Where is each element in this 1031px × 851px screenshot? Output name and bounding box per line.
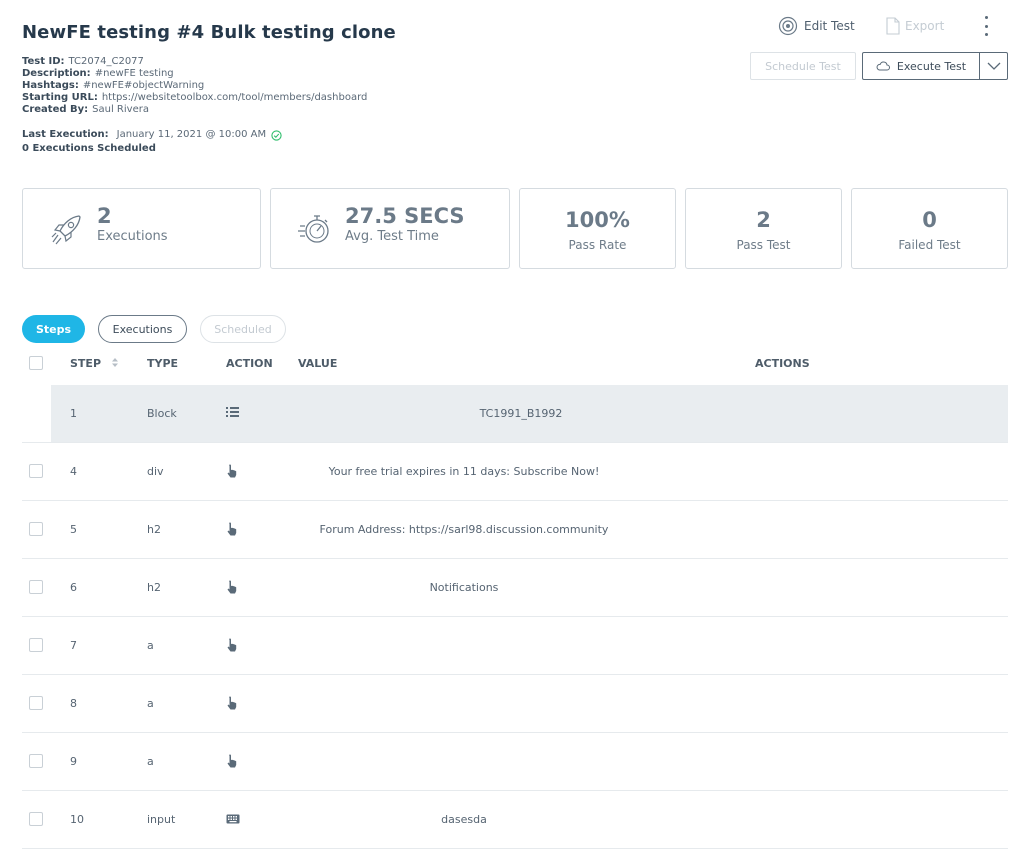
step-type: h2: [147, 523, 161, 536]
step-type: div: [147, 465, 164, 478]
executions-label: Executions: [97, 229, 168, 244]
step-number: 6: [70, 581, 77, 594]
stat-card-failed-test: 0 Failed Test: [851, 188, 1008, 269]
execute-test-button[interactable]: Execute Test: [862, 52, 980, 80]
stat-card-pass-test: 2 Pass Test: [685, 188, 842, 269]
table-row[interactable]: 10 input dasesda: [22, 791, 1008, 849]
table-row[interactable]: 4 div Your free trial expires in 11 days…: [22, 443, 1008, 501]
step-type: a: [147, 755, 154, 768]
cloud-icon: [876, 61, 890, 71]
step-type: input: [147, 813, 176, 826]
step-number: 1: [70, 407, 77, 420]
step-type: Block: [147, 407, 177, 420]
execute-test-label: Execute Test: [896, 59, 967, 73]
row-checkbox[interactable]: [29, 580, 43, 594]
table-row[interactable]: 9 a: [22, 733, 1008, 791]
row-checkbox[interactable]: [29, 464, 43, 478]
pointer-hand-icon: [227, 464, 237, 478]
row-checkbox[interactable]: [29, 754, 43, 768]
failed-test-value: 0: [922, 207, 937, 232]
pointer-hand-icon: [227, 696, 237, 710]
header-actions: ACTIONS: [755, 357, 810, 370]
meta-starting-url: Starting URL: https://websitetoolbox.com/…: [22, 92, 368, 103]
pass-test-value: 2: [756, 207, 771, 232]
keyboard-icon: [226, 814, 240, 824]
pointer-hand-icon: [227, 754, 237, 768]
row-checkbox[interactable]: [29, 522, 43, 536]
tab-scheduled[interactable]: Scheduled: [200, 315, 286, 343]
table-row[interactable]: 1 Block TC1991_B1992: [22, 385, 1008, 443]
step-number: 8: [70, 697, 77, 710]
step-number: 5: [70, 523, 77, 536]
export-label: Export: [905, 19, 945, 33]
select-all-checkbox[interactable]: [29, 356, 43, 370]
step-number: 7: [70, 639, 77, 652]
step-number: 4: [70, 465, 77, 478]
step-value: dasesda: [441, 813, 487, 826]
step-type: a: [147, 697, 154, 710]
stat-card-pass-rate: 100% Pass Rate: [519, 188, 676, 269]
meta-description: Description: #newFE testing: [22, 68, 174, 79]
step-value: Notifications: [429, 581, 499, 594]
table-row[interactable]: 8 a: [22, 675, 1008, 733]
chevron-down-icon: [987, 62, 1000, 70]
step-number: 10: [70, 813, 84, 826]
execute-options-dropdown[interactable]: [979, 52, 1008, 80]
executions-scheduled: 0 Executions Scheduled: [22, 143, 156, 154]
table-row[interactable]: 6 h2 Notifications: [22, 559, 1008, 617]
edit-test-button[interactable]: Edit Test: [778, 15, 855, 37]
rocket-icon: [51, 215, 81, 245]
header-type: TYPE: [147, 357, 179, 370]
stat-card-avg-time: 27.5 SECS Avg. Test Time: [270, 188, 510, 269]
step-value: Your free trial expires in 11 days: Subs…: [328, 465, 600, 478]
more-options-icon[interactable]: [978, 13, 994, 39]
meta-test-id: Test ID: TC2074_C2077: [22, 56, 144, 67]
avg-time-value: 27.5 SECS: [345, 204, 465, 228]
pointer-hand-icon: [227, 522, 237, 536]
avg-time-label: Avg. Test Time: [345, 229, 439, 244]
meta-hashtags: Hashtags: #newFE#objectWarning: [22, 80, 205, 91]
pass-test-label: Pass Test: [736, 237, 791, 252]
meta-created-by: Created By: Saul Rivera: [22, 104, 149, 115]
pointer-hand-icon: [227, 580, 237, 594]
executions-value: 2: [97, 204, 112, 228]
stat-card-executions: 2 Executions: [22, 188, 261, 269]
pass-rate-value: 100%: [565, 207, 630, 232]
table-row[interactable]: 5 h2 Forum Address: https://sarl98.discu…: [22, 501, 1008, 559]
tab-executions[interactable]: Executions: [98, 315, 187, 343]
step-value: TC1991_B1992: [479, 407, 563, 420]
step-type: h2: [147, 581, 161, 594]
pointer-hand-icon: [227, 638, 237, 652]
export-button[interactable]: Export: [886, 15, 944, 37]
page-title: NewFE testing #4 Bulk testing clone: [22, 22, 396, 43]
step-value: Forum Address: https://sarl98.discussion…: [319, 523, 609, 536]
list-icon: [226, 407, 239, 417]
failed-test-label: Failed Test: [898, 237, 961, 252]
row-checkbox[interactable]: [29, 812, 43, 826]
table-header: STEP TYPE ACTION VALUE ACTIONS: [22, 350, 1008, 376]
step-number: 9: [70, 755, 77, 768]
tab-steps[interactable]: Steps: [22, 315, 85, 343]
meta-last-execution: Last Execution: January 11, 2021 @ 10:00…: [22, 129, 282, 141]
row-checkbox[interactable]: [29, 638, 43, 652]
table-row[interactable]: 7 a: [22, 617, 1008, 675]
sort-icon[interactable]: [111, 357, 119, 368]
edit-test-label: Edit Test: [804, 19, 855, 33]
stopwatch-icon: [298, 215, 329, 243]
step-type: a: [147, 639, 154, 652]
row-checkbox[interactable]: [29, 696, 43, 710]
header-step[interactable]: STEP: [70, 357, 119, 370]
check-circle-icon: [271, 129, 282, 141]
header-value: VALUE: [298, 357, 338, 370]
document-icon: [886, 17, 900, 35]
schedule-test-button[interactable]: Schedule Test: [750, 52, 856, 80]
target-gear-icon: [778, 16, 798, 36]
pass-rate-label: Pass Rate: [568, 237, 627, 252]
header-action: ACTION: [226, 357, 273, 370]
